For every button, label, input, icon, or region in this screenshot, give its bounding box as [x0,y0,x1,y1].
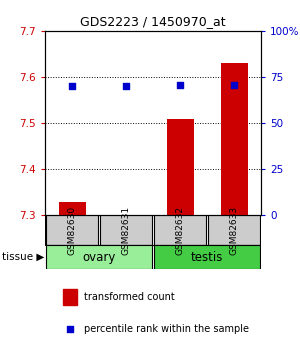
Text: testis: testis [191,250,223,264]
Bar [46,216,98,245]
Bar [167,119,194,216]
Bar [45,216,261,245]
Bar [208,216,260,245]
Point [124,83,128,89]
Text: GSM82632: GSM82632 [176,206,184,255]
Point [232,82,236,87]
Point [70,83,74,89]
Bar [220,63,248,216]
Point [67,326,72,332]
Text: tissue ▶: tissue ▶ [2,252,44,262]
Bar [112,215,140,216]
Text: ovary: ovary [82,250,116,264]
Bar [63,289,77,305]
Text: GSM82630: GSM82630 [68,206,76,255]
Title: GDS2223 / 1450970_at: GDS2223 / 1450970_at [80,16,226,29]
Text: GSM82633: GSM82633 [230,206,238,255]
Point [178,82,182,87]
Bar [58,201,85,216]
Bar [154,216,206,245]
Bar [154,245,260,269]
Text: GSM82631: GSM82631 [122,206,130,255]
Bar [100,216,152,245]
Text: transformed count: transformed count [83,292,174,302]
Bar [46,245,152,269]
Text: percentile rank within the sample: percentile rank within the sample [83,324,249,334]
